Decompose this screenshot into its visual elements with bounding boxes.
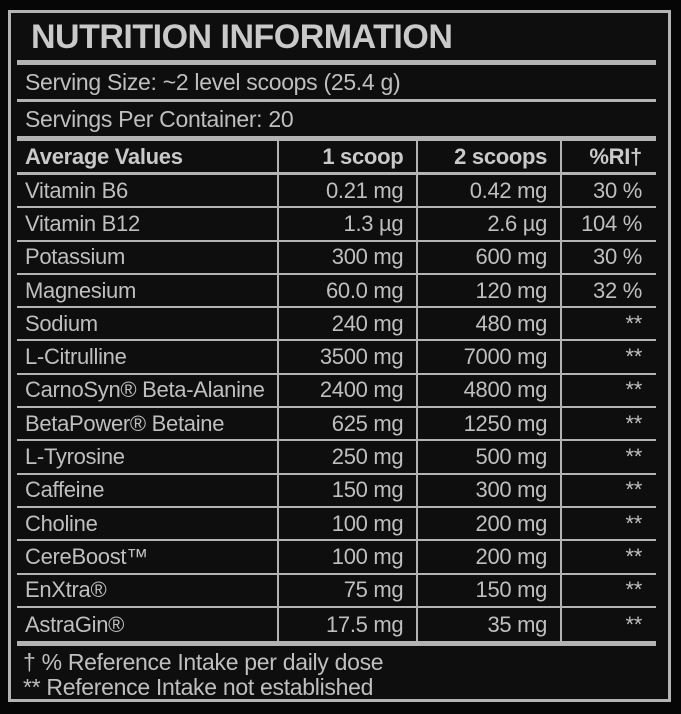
footnotes: † % Reference Intake per daily dose ** R… bbox=[17, 646, 656, 700]
divider-above-footnotes bbox=[17, 641, 656, 647]
one-scoop-cell: 100 mg bbox=[277, 507, 416, 540]
nutrient-name-cell: Vitamin B12 bbox=[25, 210, 140, 236]
one-scoop-cell: 2400 mg bbox=[277, 374, 416, 407]
ri-cell: 104 % bbox=[560, 208, 656, 240]
two-scoops-cell: 35 mg bbox=[416, 607, 560, 642]
table-row: Potassium 300 mg 600 mg 30 % bbox=[17, 241, 656, 275]
table-row: L-Citrulline 3500 mg 7000 mg ** bbox=[17, 341, 656, 375]
divider-above-table bbox=[17, 136, 656, 141]
table-header-row: Average Values 1 scoop 2 scoops %RI† bbox=[17, 141, 656, 175]
one-scoop-cell: 150 mg bbox=[277, 474, 416, 506]
footnote-reference-intake: † % Reference Intake per daily dose bbox=[23, 649, 384, 676]
table-row: EnXtra® 75 mg 150 mg ** bbox=[17, 574, 656, 608]
nutrition-label: NUTRITION INFORMATION Serving Size: ~2 l… bbox=[8, 10, 671, 702]
table-row: Magnesium 60.0 mg 120 mg 32 % bbox=[17, 274, 656, 309]
table-row: Vitamin B6 0.21 mg 0.42 mg 30 % bbox=[17, 175, 656, 209]
two-scoops-cell: 480 mg bbox=[416, 308, 560, 340]
table-row: AstraGin® 17.5 mg 35 mg ** bbox=[17, 607, 656, 642]
table-row: Caffeine 150 mg 300 mg ** bbox=[17, 474, 656, 508]
two-scoops-cell: 4800 mg bbox=[416, 374, 560, 407]
label-title: NUTRITION INFORMATION bbox=[31, 18, 453, 56]
ri-cell: ** bbox=[560, 374, 656, 407]
one-scoop-cell: 100 mg bbox=[277, 541, 416, 573]
nutrient-name-cell: CarnoSyn® Beta-Alanine bbox=[25, 377, 265, 403]
footnote-not-established: ** Reference Intake not established bbox=[23, 674, 374, 701]
table-row: CarnoSyn® Beta-Alanine 2400 mg 4800 mg *… bbox=[17, 374, 656, 409]
nutrition-table: Average Values 1 scoop 2 scoops %RI† Vit… bbox=[17, 141, 656, 642]
table-row: Choline 100 mg 200 mg ** bbox=[17, 507, 656, 542]
one-scoop-cell: 3500 mg bbox=[277, 341, 416, 373]
one-scoop-cell: 240 mg bbox=[277, 308, 416, 340]
two-scoops-cell: 0.42 mg bbox=[416, 175, 560, 207]
ri-cell: ** bbox=[560, 341, 656, 373]
nutrient-name-cell: Choline bbox=[25, 510, 98, 536]
two-scoops-cell: 500 mg bbox=[416, 441, 560, 473]
ri-cell: ** bbox=[560, 607, 656, 642]
nutrient-name-cell: Potassium bbox=[25, 244, 126, 270]
ri-cell: ** bbox=[560, 408, 656, 440]
ri-cell: ** bbox=[560, 574, 656, 606]
divider-under-title bbox=[17, 60, 656, 65]
two-scoops-cell: 7000 mg bbox=[416, 341, 560, 373]
one-scoop-cell: 300 mg bbox=[277, 241, 416, 273]
nutrient-name-cell: BetaPower® Betaine bbox=[25, 410, 225, 436]
ri-cell: ** bbox=[560, 474, 656, 506]
ri-cell: 30 % bbox=[560, 241, 656, 273]
nutrient-name-cell: Caffeine bbox=[25, 477, 105, 503]
serving-size-text: Serving Size: ~2 level scoops (25.4 g) bbox=[25, 69, 401, 95]
one-scoop-cell: 60.0 mg bbox=[277, 274, 416, 307]
table-row: Sodium 240 mg 480 mg ** bbox=[17, 308, 656, 342]
two-scoops-cell: 600 mg bbox=[416, 241, 560, 273]
ri-cell: ** bbox=[560, 541, 656, 573]
one-scoop-cell: 0.21 mg bbox=[277, 175, 416, 207]
ri-cell: ** bbox=[560, 308, 656, 340]
two-scoops-cell: 150 mg bbox=[416, 574, 560, 606]
header-average-values: Average Values bbox=[25, 143, 183, 169]
two-scoops-cell: 200 mg bbox=[416, 541, 560, 573]
nutrient-name-cell: L-Citrulline bbox=[25, 344, 127, 370]
table-body: Vitamin B6 0.21 mg 0.42 mg 30 % Vitamin … bbox=[17, 175, 656, 642]
nutrient-name-cell: L-Tyrosine bbox=[25, 444, 125, 470]
two-scoops-cell: 2.6 µg bbox=[416, 208, 560, 240]
nutrient-name-cell: Vitamin B6 bbox=[25, 177, 128, 203]
ri-cell: 32 % bbox=[560, 274, 656, 307]
table-row: Vitamin B12 1.3 µg 2.6 µg 104 % bbox=[17, 208, 656, 242]
one-scoop-cell: 17.5 mg bbox=[277, 607, 416, 642]
one-scoop-cell: 1.3 µg bbox=[277, 208, 416, 240]
nutrient-name-cell: CereBoost™ bbox=[25, 543, 148, 569]
two-scoops-cell: 120 mg bbox=[416, 274, 560, 307]
header-ri: %RI† bbox=[560, 141, 656, 172]
ri-cell: ** bbox=[560, 441, 656, 473]
nutrient-name-cell: AstraGin® bbox=[25, 611, 125, 637]
servings-per-container-text: Servings Per Container: 20 bbox=[25, 106, 294, 132]
table-row: CereBoost™ 100 mg 200 mg ** bbox=[17, 541, 656, 575]
one-scoop-cell: 75 mg bbox=[277, 574, 416, 606]
ri-cell: ** bbox=[560, 507, 656, 540]
table-row: L-Tyrosine 250 mg 500 mg ** bbox=[17, 441, 656, 475]
one-scoop-cell: 250 mg bbox=[277, 441, 416, 473]
two-scoops-cell: 200 mg bbox=[416, 507, 560, 540]
header-one-scoop: 1 scoop bbox=[277, 141, 416, 172]
nutrient-name-cell: Magnesium bbox=[25, 277, 137, 303]
two-scoops-cell: 1250 mg bbox=[416, 408, 560, 440]
table-row: BetaPower® Betaine 625 mg 1250 mg ** bbox=[17, 408, 656, 442]
two-scoops-cell: 300 mg bbox=[416, 474, 560, 506]
one-scoop-cell: 625 mg bbox=[277, 408, 416, 440]
header-two-scoops: 2 scoops bbox=[416, 141, 560, 172]
nutrient-name-cell: Sodium bbox=[25, 310, 98, 336]
nutrient-name-cell: EnXtra® bbox=[25, 577, 107, 603]
ri-cell: 30 % bbox=[560, 175, 656, 207]
divider-serving bbox=[17, 99, 656, 102]
